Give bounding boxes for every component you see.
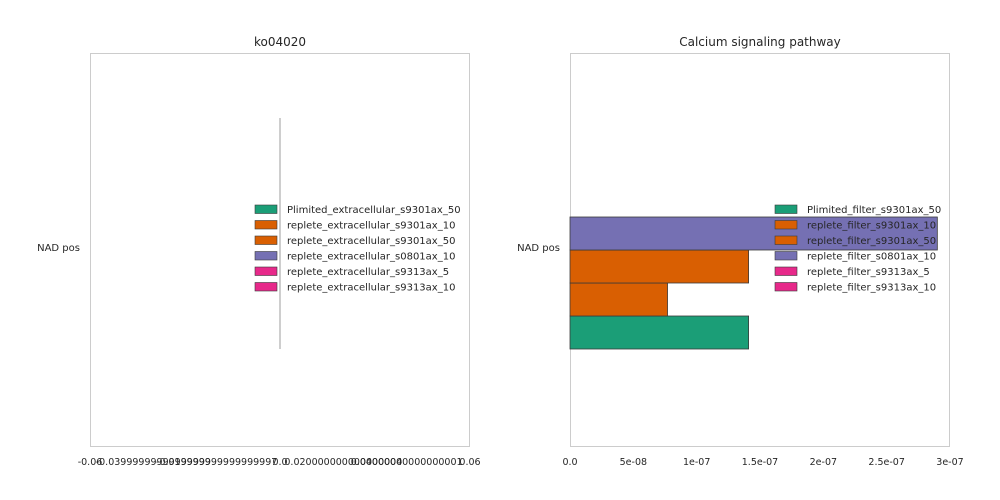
legend-swatch: [774, 220, 798, 230]
x-tick-label: 0.020000000000000004: [284, 457, 402, 468]
bar-3: [569, 249, 750, 284]
legend-swatch: [774, 235, 798, 245]
legend-swatch: [774, 282, 798, 292]
x-tick-labels: -0.06-0.03999999999999999-0.019999999999…: [78, 457, 481, 468]
chart-panel-ko04020: ko04020 NAD pos -0.06-0.0399999999999999…: [37, 35, 480, 468]
x-tick-label: -0.03999999999999999: [96, 457, 211, 468]
legend-entry: replete_extracellular_s9313ax_10: [287, 283, 455, 294]
legend-entry: replete_extracellular_s9301ax_50: [287, 236, 455, 247]
y-tick-label: NAD pos: [37, 243, 80, 254]
legend: Plimited_extracellular_s9301ax_50replete…: [254, 204, 461, 294]
legend-entry: Plimited_filter_s9301ax_50: [807, 205, 941, 216]
y-tick-label: NAD pos: [517, 243, 560, 254]
x-tick-label: 0.0: [272, 457, 287, 468]
legend-swatch: [254, 220, 278, 230]
plot-frame: [90, 53, 470, 447]
legend-swatch: [254, 235, 278, 245]
legend-entry: replete_extracellular_s9301ax_10: [287, 221, 455, 232]
bar-1: [569, 315, 750, 350]
x-tick-label: -0.019999999999999997: [156, 457, 277, 468]
legend-entry: replete_extracellular_s9313ax_5: [287, 267, 449, 278]
legend-entry: replete_filter_s9301ax_10: [807, 221, 936, 232]
x-tick-labels: 0.0 5e-08 1e-07 1.5e-07 2e-07 2.5e-07 3e-07: [562, 457, 963, 468]
legend-entry: replete_extracellular_s0801ax_10: [287, 252, 455, 263]
bar-2: [569, 282, 668, 317]
legend-swatch: [254, 266, 278, 276]
x-tick-label: 3e-07: [936, 457, 963, 468]
legend-entry: replete_filter_s9313ax_5: [807, 267, 930, 278]
x-tick-label: 0.06: [459, 457, 480, 468]
legend-swatch: [254, 251, 278, 261]
legend-entry: replete_filter_s0801ax_10: [807, 252, 936, 263]
legend-swatch: [254, 282, 278, 292]
legend-swatch: [774, 266, 798, 276]
chart-panel-calcium-signaling: Calcium signaling pathway NAD pos 0.0 5e-…: [517, 35, 964, 468]
bar-4: [569, 216, 938, 251]
x-tick-label: 2.5e-07: [868, 457, 904, 468]
legend: Plimited_filter_s9301ax_50 replete_filter…: [774, 204, 941, 294]
x-tick-label: 0.0: [562, 457, 577, 468]
bars-group: [569, 216, 938, 350]
legend-swatch: [774, 204, 798, 214]
x-tick-label: 1e-07: [683, 457, 710, 468]
legend-entry: replete_filter_s9313ax_10: [807, 283, 936, 294]
x-tick-label: 1.5e-07: [742, 457, 778, 468]
x-tick-label: 2e-07: [810, 457, 837, 468]
legend-entry: replete_filter_s9301ax_50: [807, 236, 936, 247]
x-tick-label: 5e-08: [620, 457, 647, 468]
legend-swatch: [774, 251, 798, 261]
x-tick-label: -0.06: [78, 457, 103, 468]
x-tick-label: 0.04000000000000001: [351, 457, 463, 468]
chart-title: Calcium signaling pathway: [679, 35, 841, 49]
chart-title: ko04020: [254, 35, 306, 49]
legend-swatch: [254, 204, 278, 214]
legend-entry: Plimited_extracellular_s9301ax_50: [287, 205, 461, 216]
